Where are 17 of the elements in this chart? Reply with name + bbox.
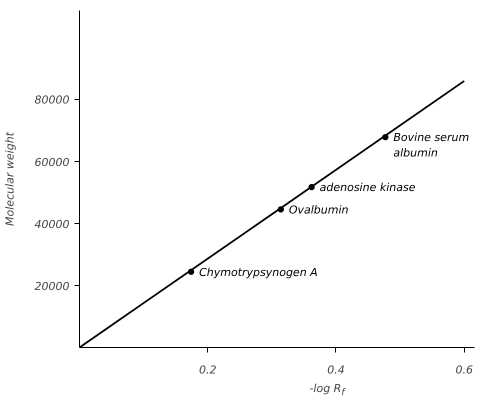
y-tick-label: 60000: [34, 156, 70, 169]
y-tick-label: 40000: [34, 218, 70, 231]
y-axis-title: Molecular weight: [4, 131, 17, 226]
annotation: Chymotrypsynogen A: [199, 266, 318, 279]
x-tick-label: 0.4: [327, 364, 345, 376]
annotation: Ovalbumin: [288, 203, 349, 216]
y-tick-label: 80000: [34, 94, 70, 107]
y-tick-label: 20000: [34, 280, 70, 293]
x-tick-label: 0.2: [199, 364, 216, 376]
x-axis-title: -log R$_{f}$: [309, 381, 345, 400]
x-tick-label: 0.6: [455, 364, 473, 376]
point: [278, 206, 284, 213]
annotation: Bovine serum albumin: [393, 131, 470, 160]
point: [308, 184, 315, 190]
point: [382, 134, 389, 140]
point: [188, 268, 194, 275]
annotation: adenosine kinase: [320, 181, 416, 194]
